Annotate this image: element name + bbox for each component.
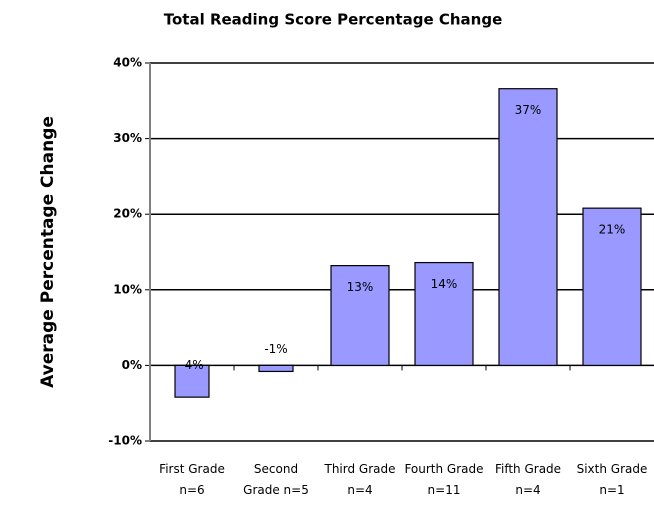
data-label: -1% (264, 342, 287, 356)
y-tick-label: -10% (108, 434, 142, 448)
x-tick-label: Second Grade n=5 (243, 462, 309, 497)
data-label: 37% (515, 103, 542, 117)
bar (258, 364, 294, 373)
y-axis-label: Average Percentage Change (38, 116, 58, 388)
bar (414, 261, 474, 367)
chart-title: Total Reading Score Percentage Change (164, 11, 503, 29)
data-label: -4% (180, 358, 203, 372)
y-tick-label: 30% (113, 131, 142, 145)
bar (582, 207, 642, 366)
y-tick-label: 40% (113, 56, 142, 70)
x-tick-label: Fourth Grade n=11 (404, 462, 484, 497)
bar (498, 88, 558, 367)
y-tick-label: 10% (113, 282, 142, 296)
x-tick-label: Third Grade n=4 (324, 462, 396, 497)
data-label: 21% (599, 223, 626, 237)
x-tick-label: Fifth Grade n=4 (494, 462, 562, 497)
x-tick-label: First Grade n=6 (159, 462, 225, 497)
y-tick-label: 20% (113, 207, 142, 221)
bar (330, 265, 390, 367)
bar (174, 364, 210, 398)
data-label: 14% (431, 277, 458, 291)
y-tick-label: 0% (122, 358, 142, 372)
data-label: 13% (347, 280, 374, 294)
x-tick-label: Sixth Grade n=1 (576, 462, 648, 497)
